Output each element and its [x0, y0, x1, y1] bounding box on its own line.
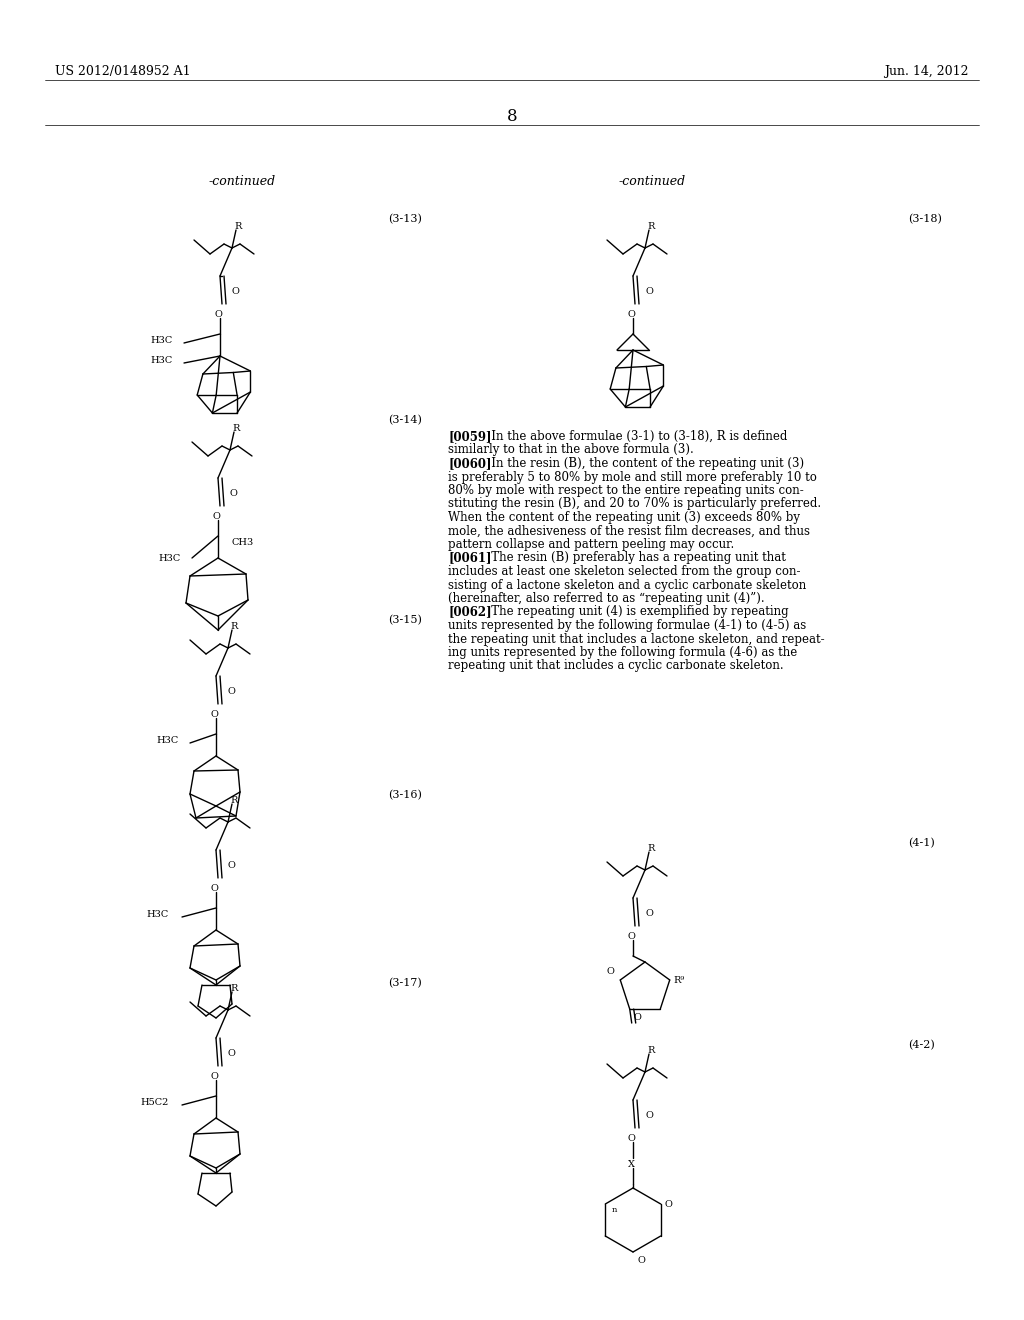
Text: (3-13): (3-13)	[388, 214, 422, 224]
Text: -continued: -continued	[209, 176, 275, 187]
Text: the repeating unit that includes a lactone skeleton, and repeat-: the repeating unit that includes a lacto…	[449, 632, 824, 645]
Text: R: R	[647, 843, 654, 853]
Text: In the above formulae (3-1) to (3-18), R is defined: In the above formulae (3-1) to (3-18), R…	[480, 430, 787, 444]
Text: The repeating unit (4) is exemplified by repeating: The repeating unit (4) is exemplified by…	[480, 606, 788, 619]
Text: O: O	[214, 310, 222, 319]
Text: O: O	[210, 1072, 218, 1081]
Text: (3-18): (3-18)	[908, 214, 942, 224]
Text: units represented by the following formulae (4-1) to (4-5) as: units represented by the following formu…	[449, 619, 806, 632]
Text: R: R	[234, 222, 242, 231]
Text: H3C: H3C	[146, 909, 168, 919]
Text: The resin (B) preferably has a repeating unit that: The resin (B) preferably has a repeating…	[480, 552, 785, 565]
Text: O: O	[634, 1012, 642, 1022]
Text: O: O	[645, 288, 653, 297]
Text: R: R	[230, 983, 238, 993]
Text: ing units represented by the following formula (4-6) as the: ing units represented by the following f…	[449, 645, 798, 659]
Text: (3-16): (3-16)	[388, 789, 422, 800]
Text: includes at least one skeleton selected from the group con-: includes at least one skeleton selected …	[449, 565, 801, 578]
Text: pattern collapse and pattern peeling may occur.: pattern collapse and pattern peeling may…	[449, 539, 734, 550]
Text: In the resin (B), the content of the repeating unit (3): In the resin (B), the content of the rep…	[480, 457, 804, 470]
Text: H3C: H3C	[150, 356, 172, 366]
Text: O: O	[627, 310, 635, 319]
Text: O: O	[637, 1257, 645, 1265]
Text: US 2012/0148952 A1: US 2012/0148952 A1	[55, 65, 190, 78]
Text: R: R	[230, 622, 238, 631]
Text: When the content of the repeating unit (3) exceeds 80% by: When the content of the repeating unit (…	[449, 511, 800, 524]
Text: [0061]: [0061]	[449, 552, 492, 565]
Text: R: R	[230, 796, 238, 805]
Text: H3C: H3C	[158, 554, 180, 564]
Text: [0062]: [0062]	[449, 606, 492, 619]
Text: (hereinafter, also referred to as “repeating unit (4)”).: (hereinafter, also referred to as “repea…	[449, 591, 765, 605]
Text: (4-2): (4-2)	[908, 1040, 935, 1051]
Text: O: O	[228, 862, 236, 870]
Text: sisting of a lactone skeleton and a cyclic carbonate skeleton: sisting of a lactone skeleton and a cycl…	[449, 578, 806, 591]
Text: similarly to that in the above formula (3).: similarly to that in the above formula (…	[449, 444, 693, 457]
Text: X: X	[628, 1160, 635, 1170]
Text: 80% by mole with respect to the entire repeating units con-: 80% by mole with respect to the entire r…	[449, 484, 804, 498]
Text: O: O	[645, 909, 653, 919]
Text: O: O	[228, 1049, 236, 1059]
Text: CH3: CH3	[232, 539, 254, 546]
Text: [0060]: [0060]	[449, 457, 492, 470]
Text: (3-14): (3-14)	[388, 414, 422, 425]
Text: H3C: H3C	[150, 337, 172, 345]
Text: stituting the resin (B), and 20 to 70% is particularly preferred.: stituting the resin (B), and 20 to 70% i…	[449, 498, 821, 511]
Text: is preferably 5 to 80% by mole and still more preferably 10 to: is preferably 5 to 80% by mole and still…	[449, 470, 817, 483]
Text: O: O	[645, 1111, 653, 1121]
Text: O: O	[210, 710, 218, 719]
Text: R⁹: R⁹	[674, 975, 685, 985]
Text: O: O	[606, 968, 614, 975]
Text: (3-15): (3-15)	[388, 615, 422, 626]
Text: (4-1): (4-1)	[908, 838, 935, 849]
Text: R: R	[647, 222, 654, 231]
Text: O: O	[212, 512, 220, 521]
Text: O: O	[665, 1200, 673, 1209]
Text: O: O	[210, 884, 218, 894]
Text: O: O	[627, 932, 635, 941]
Text: O: O	[232, 288, 240, 297]
Text: mole, the adhesiveness of the resist film decreases, and thus: mole, the adhesiveness of the resist fil…	[449, 524, 810, 537]
Text: H5C2: H5C2	[140, 1098, 168, 1107]
Text: R: R	[647, 1045, 654, 1055]
Text: (3-17): (3-17)	[388, 978, 422, 989]
Text: R: R	[232, 424, 240, 433]
Text: n: n	[611, 1206, 616, 1214]
Text: Jun. 14, 2012: Jun. 14, 2012	[885, 65, 969, 78]
Text: O: O	[627, 1134, 635, 1143]
Text: H3C: H3C	[156, 737, 178, 744]
Text: [0059]: [0059]	[449, 430, 492, 444]
Text: repeating unit that includes a cyclic carbonate skeleton.: repeating unit that includes a cyclic ca…	[449, 660, 783, 672]
Text: O: O	[228, 688, 236, 697]
Text: -continued: -continued	[618, 176, 685, 187]
Text: 8: 8	[507, 108, 517, 125]
Text: O: O	[230, 490, 238, 499]
